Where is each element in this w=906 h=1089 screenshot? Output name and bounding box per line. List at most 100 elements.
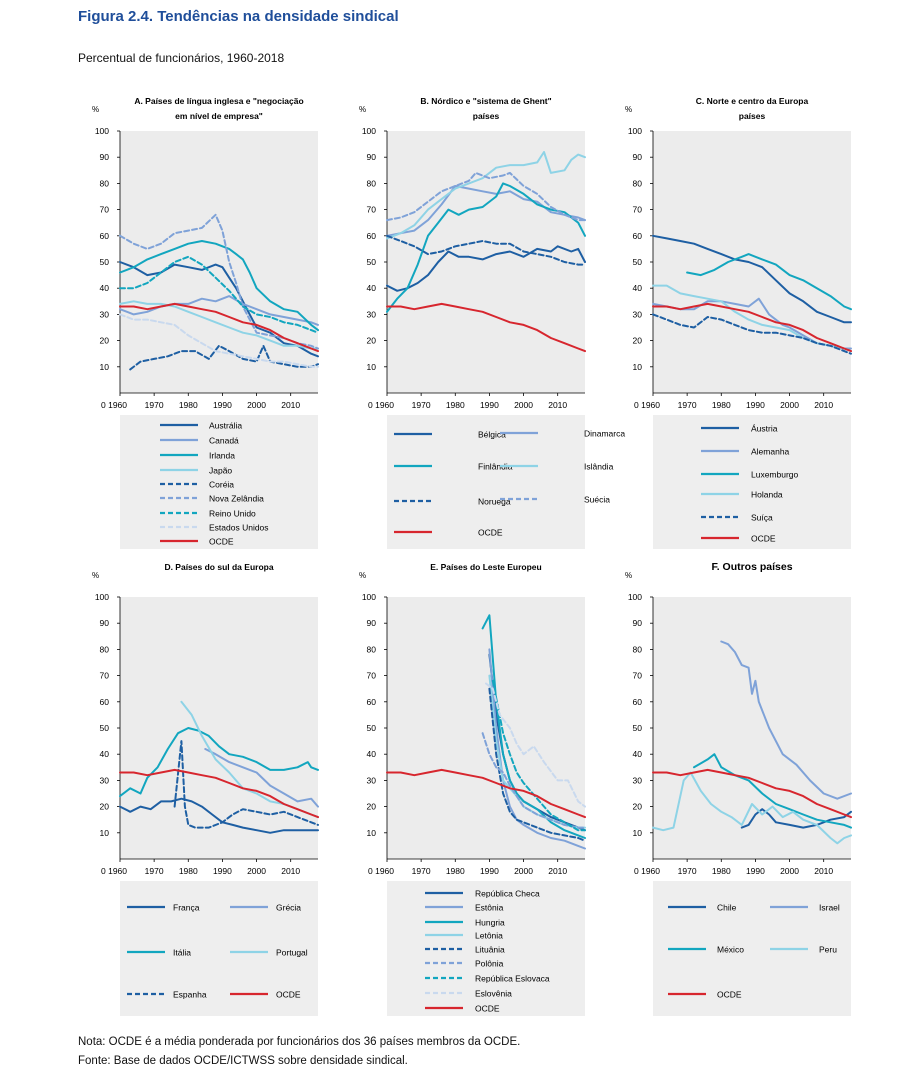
series-line-gr-cia bbox=[204, 748, 319, 808]
y-tick-label: 20 bbox=[367, 336, 377, 346]
legend-label: Luxemburgo bbox=[751, 470, 799, 480]
x-tick-label: 0 1960 bbox=[634, 400, 660, 410]
legend-box bbox=[653, 415, 851, 549]
y-tick-label: 20 bbox=[633, 802, 643, 812]
y-tick-label: 30 bbox=[633, 775, 643, 785]
y-tick-label: 70 bbox=[100, 671, 110, 681]
x-tick-label: 2000 bbox=[247, 866, 266, 876]
legend-label: Lituânia bbox=[475, 945, 505, 955]
series-line-peru bbox=[652, 771, 852, 845]
series-line-ocde bbox=[652, 302, 852, 353]
legend-label: Suíça bbox=[751, 513, 773, 523]
figure-title: Figura 2.4. Tendências na densidade sind… bbox=[78, 8, 399, 25]
legend-label: Alemanha bbox=[751, 447, 790, 457]
series-line-fran-a bbox=[119, 797, 319, 834]
x-tick-label: 2000 bbox=[514, 866, 533, 876]
series-line-ocde bbox=[386, 768, 586, 819]
y-tick-label: 30 bbox=[367, 775, 377, 785]
y-tick-label: 30 bbox=[633, 309, 643, 319]
y-axis-unit: % bbox=[92, 571, 99, 580]
panel-d: D. Países do sul da Europa% 10 20 30 40 50 60 7… bbox=[92, 562, 319, 1016]
plot-area bbox=[120, 597, 318, 859]
x-tick-label: 1980 bbox=[179, 866, 198, 876]
panel-c: C. Norte e centro da Europa países% 10 20 30… bbox=[625, 96, 852, 549]
y-tick-label: 50 bbox=[367, 257, 377, 267]
y-axis-unit: % bbox=[359, 571, 366, 580]
y-tick-label: 90 bbox=[367, 152, 377, 162]
legend-label: Israel bbox=[819, 903, 840, 913]
y-tick-label: 40 bbox=[367, 749, 377, 759]
legend-label: Islândia bbox=[584, 462, 614, 472]
y-tick-label: 50 bbox=[633, 723, 643, 733]
figure-subtitle: Percentual de funcionários, 1960-2018 bbox=[78, 51, 285, 65]
panel-title: E. Países do Leste Europeu bbox=[430, 562, 541, 572]
legend-label: Estônia bbox=[475, 903, 504, 913]
y-tick-label: 40 bbox=[100, 283, 110, 293]
legend-label: Grécia bbox=[276, 903, 301, 913]
legend-label: Noruega bbox=[478, 497, 511, 507]
panel-title: C. Norte e centro da Europa bbox=[696, 96, 809, 106]
series-line-irlanda bbox=[119, 240, 319, 332]
series-line--ustria bbox=[652, 234, 852, 324]
x-tick-label: 1980 bbox=[712, 866, 731, 876]
y-tick-label: 70 bbox=[100, 205, 110, 215]
panel-title: A. Países de língua inglesa e "negociaçã… bbox=[134, 96, 303, 106]
y-tick-label: 80 bbox=[633, 178, 643, 188]
x-tick-label: 2000 bbox=[514, 400, 533, 410]
legend-label: Peru bbox=[819, 945, 837, 955]
legend-label: Coréia bbox=[209, 480, 234, 490]
y-tick-label: 60 bbox=[100, 231, 110, 241]
y-tick-label: 10 bbox=[100, 362, 110, 372]
y-tick-label: 80 bbox=[367, 178, 377, 188]
x-tick-label: 1990 bbox=[480, 400, 499, 410]
series-line-b-lgica bbox=[386, 245, 586, 292]
y-tick-label: 50 bbox=[100, 257, 110, 267]
y-tick-label: 60 bbox=[367, 697, 377, 707]
panel-title: em nível de empresa" bbox=[175, 111, 263, 121]
series-line-isl-ndia bbox=[386, 151, 586, 240]
plot-area bbox=[387, 131, 585, 393]
legend-label: Reino Unido bbox=[209, 509, 256, 519]
y-tick-label: 80 bbox=[633, 644, 643, 654]
panel-f: F. Outros países% 10 20 30 40 50 60 70 80 90 100 0 … bbox=[625, 561, 852, 1016]
y-tick-label: 90 bbox=[367, 618, 377, 628]
y-tick-label: 70 bbox=[633, 671, 643, 681]
y-tick-label: 80 bbox=[100, 178, 110, 188]
legend-label: OCDE bbox=[475, 1004, 500, 1014]
y-tick-label: 10 bbox=[633, 828, 643, 838]
legend-label: OCDE bbox=[717, 990, 742, 1000]
series-line-finl-ndia bbox=[386, 182, 586, 313]
legend-label: Itália bbox=[173, 948, 191, 958]
y-tick-label: 100 bbox=[628, 592, 642, 602]
series-line-it-lia bbox=[119, 727, 319, 798]
series-line-eslov-nia bbox=[485, 682, 586, 808]
y-tick-label: 30 bbox=[100, 775, 110, 785]
series-line-canad- bbox=[119, 295, 319, 326]
y-tick-label: 100 bbox=[362, 126, 376, 136]
y-tick-label: 60 bbox=[633, 231, 643, 241]
x-tick-label: 0 1960 bbox=[101, 400, 127, 410]
legend-label: Nova Zelândia bbox=[209, 494, 264, 504]
y-tick-label: 10 bbox=[367, 828, 377, 838]
series-line-chile bbox=[740, 808, 852, 829]
panel-title: países bbox=[473, 111, 500, 121]
y-tick-label: 80 bbox=[367, 644, 377, 654]
y-tick-label: 10 bbox=[367, 362, 377, 372]
legend-label: Suécia bbox=[584, 495, 610, 505]
plot-area bbox=[387, 597, 585, 859]
x-tick-label: 1990 bbox=[746, 866, 765, 876]
y-tick-label: 90 bbox=[633, 152, 643, 162]
panel-b: B. Nórdico e "sistema de Ghent" países% 10… bbox=[359, 96, 625, 549]
legend-label: Japão bbox=[209, 466, 232, 476]
x-tick-label: 2010 bbox=[548, 400, 567, 410]
x-tick-label: 2010 bbox=[548, 866, 567, 876]
y-tick-label: 30 bbox=[100, 309, 110, 319]
y-tick-label: 70 bbox=[633, 205, 643, 215]
y-axis-unit: % bbox=[625, 105, 632, 114]
x-tick-label: 1970 bbox=[678, 400, 697, 410]
y-tick-label: 100 bbox=[628, 126, 642, 136]
x-tick-label: 1980 bbox=[446, 866, 465, 876]
series-line-ocde bbox=[386, 302, 586, 353]
x-tick-label: 2010 bbox=[814, 400, 833, 410]
y-tick-label: 60 bbox=[633, 697, 643, 707]
